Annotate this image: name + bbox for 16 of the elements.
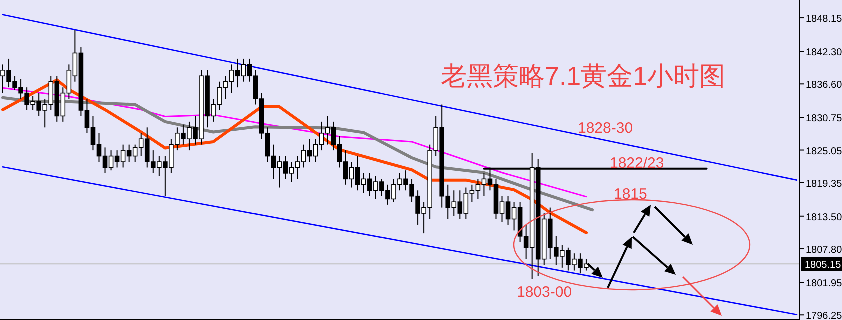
annotation: 1822/23 (610, 155, 664, 172)
y-tick-label: 1848.15 (806, 14, 842, 26)
annotation: 1815 (614, 186, 648, 203)
y-tick-label: 1813.50 (806, 212, 842, 224)
y-tick-label: 1819.35 (806, 178, 842, 190)
y-tick-label: 1842.30 (806, 48, 842, 59)
annotation: 1828-30 (578, 120, 634, 137)
y-tick-label: 1801.95 (806, 278, 842, 290)
y-tick-label: 1796.25 (806, 311, 842, 320)
annotation: 1803-00 (517, 284, 572, 301)
ref-line-label: 1805.15 (805, 260, 842, 272)
y-tick-label: 1836.60 (806, 80, 842, 92)
text: 老黑策略7.1黄金1小时图 (441, 61, 726, 91)
y-tick-label: 1807.80 (806, 245, 842, 256)
y-tick-label: 1830.75 (806, 114, 842, 125)
y-tick-label: 1825.05 (806, 146, 842, 158)
